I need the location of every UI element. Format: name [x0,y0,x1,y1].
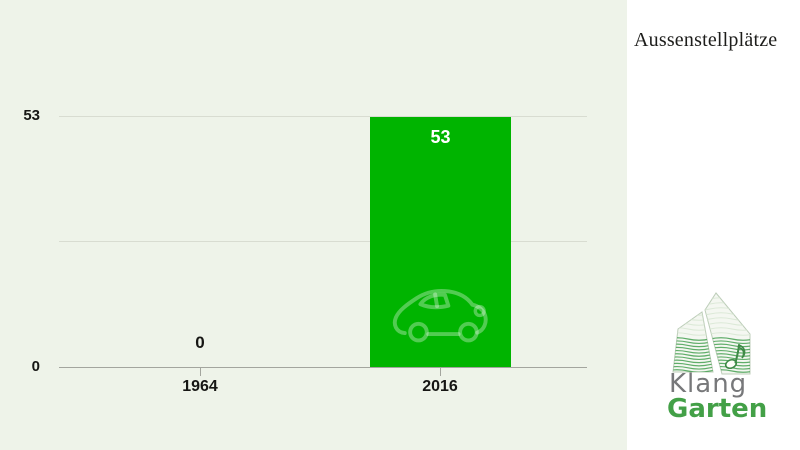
y-tick-label-zero: 0 [31,358,40,375]
logo-text-garten: Garten [667,394,768,424]
house-with-music-note-icon [672,292,751,375]
x-tick-2016 [440,368,441,376]
klanggarten-logo: Klang Garten [627,0,800,450]
x-axis-label-2016: 2016 [422,378,458,395]
x-tick-1964 [200,368,201,376]
side-panel: Aussenstellplätze [627,0,800,450]
slide-title: Aussenstellplätze [634,29,778,51]
gridline-53 [59,116,587,117]
bar-value-label-1964: 0 [195,333,205,352]
bar-2016: 53 [370,117,511,367]
bar-value-label-2016: 53 [430,127,451,147]
logo-text-klang: Klang [669,369,748,399]
chart-area: 53 0 0 53 1964 2016 [0,0,627,450]
x-axis-line [59,367,587,368]
y-tick-label-max: 53 [23,107,40,124]
x-axis-label-1964: 1964 [182,378,218,395]
car-icon [392,289,488,343]
gridline-middle [59,241,587,242]
music-note-icon [724,344,746,370]
